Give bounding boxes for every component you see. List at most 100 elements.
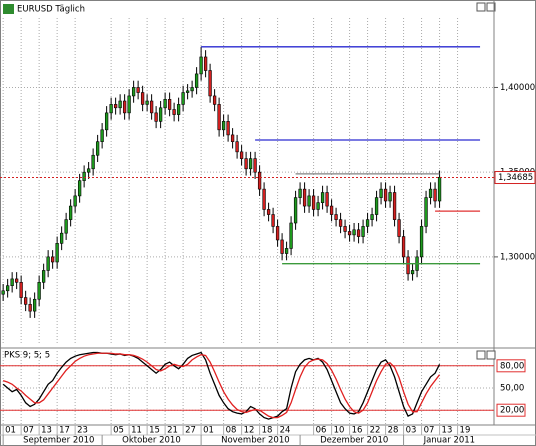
candle-body — [19, 282, 23, 298]
x-tick-label: 21 — [167, 426, 178, 436]
candle-body — [5, 285, 10, 292]
month-label: Dezember 2010 — [320, 436, 388, 446]
candle-body — [401, 236, 406, 258]
x-tick-label: 01 — [203, 426, 214, 436]
candle-body — [208, 70, 212, 97]
x-tick-label: 01 — [5, 426, 16, 436]
candle-body — [212, 95, 217, 105]
candle-body — [379, 188, 383, 198]
candle-body — [356, 229, 361, 237]
candle-body — [100, 129, 104, 142]
candle-body — [392, 192, 397, 220]
candle-body — [275, 226, 280, 241]
month-label: September 2010 — [23, 436, 94, 446]
candle-body — [397, 219, 401, 237]
candle-body — [10, 278, 14, 286]
candle-body — [230, 134, 235, 142]
y-tick-label: 1,40000 — [500, 83, 535, 93]
indicator-close-button[interactable] — [486, 350, 496, 360]
candle-body — [109, 104, 113, 114]
candle-body — [68, 205, 73, 220]
y-tick-label: 1,30000 — [500, 252, 535, 262]
x-tick-label: 05 — [113, 426, 124, 436]
candle-body — [271, 214, 275, 227]
candle-body — [235, 141, 239, 153]
candle-body — [77, 180, 82, 197]
candle-body — [329, 205, 334, 215]
candle-body — [284, 248, 289, 254]
x-tick-label: 13 — [41, 426, 52, 436]
x-tick-label: 07 — [23, 426, 34, 436]
candle-body — [190, 87, 194, 92]
candle-body — [41, 270, 46, 283]
candle-body — [289, 222, 293, 249]
candle-body — [73, 195, 77, 207]
candle-body — [428, 188, 433, 198]
x-tick-label: 19 — [460, 426, 471, 436]
x-tick-label: 07 — [424, 426, 435, 436]
candle-body — [194, 73, 199, 88]
candle-body — [383, 188, 388, 202]
candle-body — [149, 100, 154, 114]
candle-body — [347, 231, 352, 236]
indicator-line — [2, 352, 441, 419]
window-buttons[interactable] — [476, 2, 496, 12]
candle-body — [365, 219, 370, 227]
candle-body — [298, 188, 302, 198]
candle-body — [1, 290, 5, 295]
minimize-button[interactable] — [476, 2, 486, 12]
month-label: Januar 2011 — [423, 436, 476, 446]
x-tick-label: 18 — [262, 426, 273, 436]
month-label: November 2010 — [221, 436, 290, 446]
indicator-minimize-button[interactable] — [476, 350, 486, 360]
candle-body — [226, 121, 230, 136]
x-tick-label: 06 — [316, 426, 327, 436]
candle-body — [32, 298, 37, 312]
close-button[interactable] — [486, 2, 496, 12]
indicator-title: PKS 9; 5; 5 — [4, 351, 50, 361]
candle-body — [64, 219, 68, 234]
candle-body — [334, 214, 338, 220]
candle-body — [172, 109, 176, 115]
candle-body — [244, 158, 248, 170]
candle-body — [199, 56, 203, 75]
x-tick-label: 28 — [388, 426, 399, 436]
candle-body — [293, 197, 298, 224]
candle-body — [127, 95, 131, 114]
candle-body — [311, 195, 316, 210]
candle-body — [113, 104, 118, 109]
last-price-label: 1,34685 — [498, 173, 533, 183]
candle-body — [131, 87, 136, 97]
x-tick-label: 22 — [370, 426, 381, 436]
candle-body — [374, 197, 379, 215]
candle-body — [338, 219, 343, 227]
last-price-box — [494, 171, 536, 185]
month-label: Oktober 2010 — [122, 436, 181, 446]
candle-body — [352, 229, 356, 236]
y-tick-label: 20,00 — [500, 406, 524, 416]
candle-body — [280, 239, 284, 254]
candle-body — [217, 104, 221, 131]
x-tick-label: 27 — [185, 426, 196, 436]
candle-body — [361, 226, 365, 237]
x-tick-label: 08 — [226, 426, 237, 436]
candle-body — [50, 256, 55, 263]
x-tick-label: 15 — [149, 426, 160, 436]
candle-body — [424, 197, 428, 227]
candle-body — [46, 256, 50, 271]
candle-body — [266, 209, 271, 215]
y-tick-box — [496, 359, 526, 373]
candle-body — [104, 112, 109, 131]
candle-body — [325, 192, 329, 207]
x-tick-label: 12 — [244, 426, 255, 436]
x-tick-label: 23 — [77, 426, 88, 436]
candle-body — [248, 158, 253, 170]
indicator-line — [2, 351, 441, 420]
indicator-buttons[interactable] — [476, 350, 496, 360]
candle-body — [253, 158, 257, 173]
candle-body — [410, 270, 415, 275]
candle-body — [59, 232, 64, 244]
candle-body — [23, 297, 28, 305]
